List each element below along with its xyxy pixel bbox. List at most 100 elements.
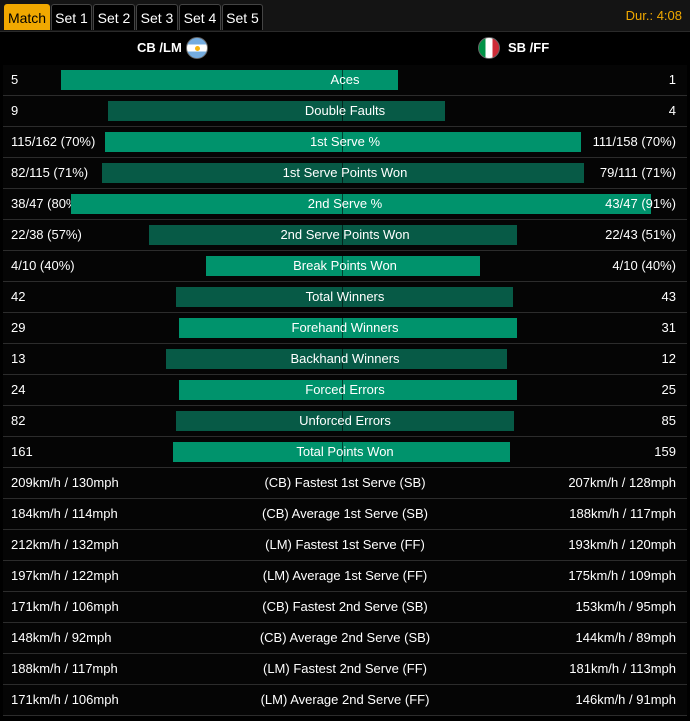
speed-right-value: 144km/h / 89mph: [575, 630, 676, 645]
speed-left-value: 209km/h / 130mph: [11, 475, 119, 490]
match-duration: Dur.: 4:08: [625, 8, 682, 23]
stat-left-value: 13: [11, 351, 26, 366]
stat-bar: [108, 101, 445, 121]
speed-label: (CB) Fastest 2nd Serve (SB): [262, 599, 428, 614]
stat-label: Forced Errors: [305, 382, 385, 397]
stat-left-value: 161: [11, 444, 33, 459]
stat-bar: [179, 380, 517, 400]
stat-left-value: 82: [11, 413, 26, 428]
stat-bar: [176, 411, 514, 431]
stat-right-value: 12: [661, 351, 676, 366]
stat-right-value: 1: [668, 72, 676, 87]
speed-row: 212km/h / 132mph (LM) Fastest 1st Serve …: [3, 530, 687, 561]
stat-row-total-winners: 42 Total Winners 43: [3, 282, 687, 313]
stat-label: 1st Serve Points Won: [282, 165, 408, 180]
stat-bar: [71, 194, 651, 214]
stat-right-value: 25: [661, 382, 676, 397]
stat-label: Forehand Winners: [291, 320, 399, 335]
stat-bar: [173, 442, 510, 462]
stat-row-forced-errors: 24 Forced Errors 25: [3, 375, 687, 406]
bar-divider: [342, 411, 343, 431]
speed-left-value: 184km/h / 114mph: [11, 506, 118, 521]
speed-right-value: 153km/h / 95mph: [575, 599, 676, 614]
stat-left-value: 38/47 (80%): [11, 196, 82, 211]
tab-set-3[interactable]: Set 3: [136, 4, 178, 30]
stat-right-value: 31: [661, 320, 676, 335]
stat-row-unforced-errors: 82 Unforced Errors 85: [3, 406, 687, 437]
stat-left-value: 4/10 (40%): [11, 258, 75, 273]
speed-row: 197km/h / 122mph (LM) Average 1st Serve …: [3, 561, 687, 592]
left-team-name: CB /LM: [137, 40, 182, 55]
stat-bar: [102, 163, 584, 183]
bar-divider: [342, 256, 343, 276]
speed-left-value: 148km/h / 92mph: [11, 630, 112, 645]
speed-row: 171km/h / 106mph (LM) Average 2nd Serve …: [3, 685, 687, 716]
tab-set-1[interactable]: Set 1: [51, 4, 92, 30]
stat-bar: [206, 256, 480, 276]
tab-set-2[interactable]: Set 2: [93, 4, 135, 30]
bar-divider: [342, 132, 343, 152]
speed-left-value: 188km/h / 117mph: [11, 661, 118, 676]
tab-set-4[interactable]: Set 4: [179, 4, 221, 30]
speed-label: (LM) Fastest 1st Serve (FF): [265, 537, 425, 552]
bar-divider: [342, 318, 343, 338]
stat-bar: [176, 287, 513, 307]
speed-label: (LM) Average 1st Serve (FF): [262, 568, 428, 583]
stat-right-value: 85: [661, 413, 676, 428]
stat-bar: [166, 349, 507, 369]
bar-divider: [342, 70, 343, 90]
speed-label: (CB) Fastest 1st Serve (SB): [264, 475, 426, 490]
speed-row: 148km/h / 92mph (CB) Average 2nd Serve (…: [3, 623, 687, 654]
right-team-name: SB /FF: [508, 40, 550, 55]
speed-right-value: 175km/h / 109mph: [568, 568, 676, 583]
stat-row-aces: 5 Aces 1: [3, 65, 687, 96]
speed-right-value: 146km/h / 91mph: [575, 692, 676, 707]
stat-right-value: 4/10 (40%): [612, 258, 676, 273]
stat-row-double-faults: 9 Double Faults 4: [3, 96, 687, 127]
stat-bar: [149, 225, 517, 245]
stat-label: Unforced Errors: [299, 413, 391, 428]
tab-match[interactable]: Match: [4, 4, 50, 30]
stat-label: 1st Serve %: [309, 134, 381, 149]
speed-row: 184km/h / 114mph (CB) Average 1st Serve …: [3, 499, 687, 530]
tab-set-5[interactable]: Set 5: [222, 4, 263, 30]
speed-row: 188km/h / 117mph (LM) Fastest 2nd Serve …: [3, 654, 687, 685]
speed-label: (CB) Average 2nd Serve (SB): [259, 630, 431, 645]
stat-label: 2nd Serve %: [307, 196, 383, 211]
speed-left-value: 212km/h / 132mph: [11, 537, 119, 552]
speed-right-value: 207km/h / 128mph: [568, 475, 676, 490]
speed-label: (CB) Average 1st Serve (SB): [262, 506, 428, 521]
stat-left-value: 5: [11, 72, 19, 87]
stat-left-value: 9: [11, 103, 19, 118]
stat-label: Double Faults: [304, 103, 386, 118]
stat-left-value: 115/162 (70%): [11, 134, 96, 149]
stat-bar: [179, 318, 517, 338]
stat-right-value: 4: [668, 103, 676, 118]
stat-row-backhand-winners: 13 Backhand Winners 12: [3, 344, 687, 375]
stat-row-1st-serve-points-won: 82/115 (71%) 1st Serve Points Won 79/111…: [3, 158, 687, 189]
speed-row: 209km/h / 130mph (CB) Fastest 1st Serve …: [3, 468, 687, 499]
stat-right-value: 111/158 (70%): [592, 134, 676, 149]
stat-label: 2nd Serve Points Won: [280, 227, 410, 242]
stat-row-forehand-winners: 29 Forehand Winners 31: [3, 313, 687, 344]
stat-left-value: 24: [11, 382, 26, 397]
speed-label: (LM) Average 2nd Serve (FF): [260, 692, 430, 707]
players-header: CB /LM SB /FF: [0, 32, 690, 64]
stat-label: Total Points Won: [296, 444, 394, 459]
stat-label: Break Points Won: [293, 258, 397, 273]
bar-divider: [342, 349, 343, 369]
stat-bar: [61, 70, 398, 90]
bar-divider: [342, 380, 343, 400]
stat-right-value: 43: [661, 289, 676, 304]
argentina-flag-icon: [186, 37, 208, 59]
stats-table: 5 Aces 1 9 Double Faults 4 115/162 (70%)…: [3, 65, 687, 716]
stat-label: Aces: [330, 72, 360, 87]
speed-left-value: 171km/h / 106mph: [11, 599, 119, 614]
stat-right-value: 159: [654, 444, 676, 459]
bar-divider: [342, 101, 343, 121]
bar-divider: [342, 442, 343, 462]
bar-divider: [342, 163, 343, 183]
bar-divider: [342, 225, 343, 245]
speed-right-value: 193km/h / 120mph: [568, 537, 676, 552]
